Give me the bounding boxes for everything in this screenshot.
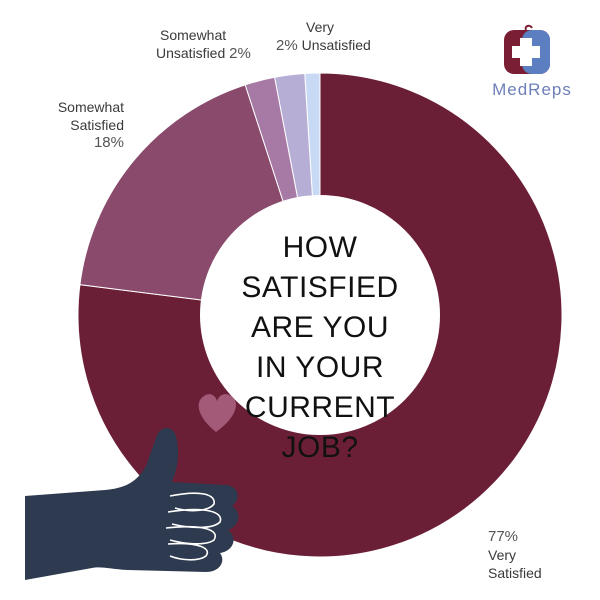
title-line-5: JOB?: [281, 431, 359, 464]
title-line-1: HOW SATISFIED: [241, 231, 399, 304]
label-somewhat-satisfied-line1: Somewhat: [57, 99, 124, 115]
label-very-unsatisfied: Very 2% Unsatisfied: [276, 18, 371, 55]
label-somewhat-satisfied-pct: 18%: [93, 134, 124, 151]
heart-icon: [198, 394, 236, 432]
brand-name: MedReps: [492, 80, 572, 99]
title-line-2: ARE YOU: [251, 311, 389, 344]
label-somewhat-unsatisfied: Somewhat Unsatisfied 2%: [156, 26, 251, 63]
label-somewhat-unsatisfied-line1: Somewhat: [160, 27, 227, 43]
label-very-satisfied-line2: Satisfied: [488, 565, 542, 581]
donut-hole: [200, 195, 440, 435]
label-somewhat-satisfied: Somewhat Satisfied 18%: [46, 98, 124, 152]
title-line-3: IN YOUR: [256, 351, 384, 384]
label-very-satisfied-line1: Very: [488, 547, 517, 563]
label-very-unsatisfied-line1: Very: [306, 19, 335, 35]
label-somewhat-unsatisfied-line2: Unsatisfied: [156, 45, 226, 61]
label-very-unsatisfied-pct: 2%: [276, 37, 298, 54]
thumbs-up-icon: [25, 427, 239, 580]
label-very-satisfied: 77% Very Satisfied: [488, 528, 542, 582]
title-line-4: CURRENT: [244, 391, 396, 424]
label-somewhat-satisfied-line2: Satisfied: [70, 117, 124, 133]
label-very-satisfied-pct: 77%: [488, 528, 519, 545]
chart-title: HOW SATISFIED ARE YOU IN YOUR CURRENT JO…: [200, 228, 440, 468]
medreps-logo: MedReps: [486, 24, 578, 102]
label-somewhat-unsatisfied-pct: 2%: [229, 45, 251, 62]
label-very-unsatisfied-line2: Unsatisfied: [301, 37, 371, 53]
medreps-cross-icon: [504, 24, 550, 74]
